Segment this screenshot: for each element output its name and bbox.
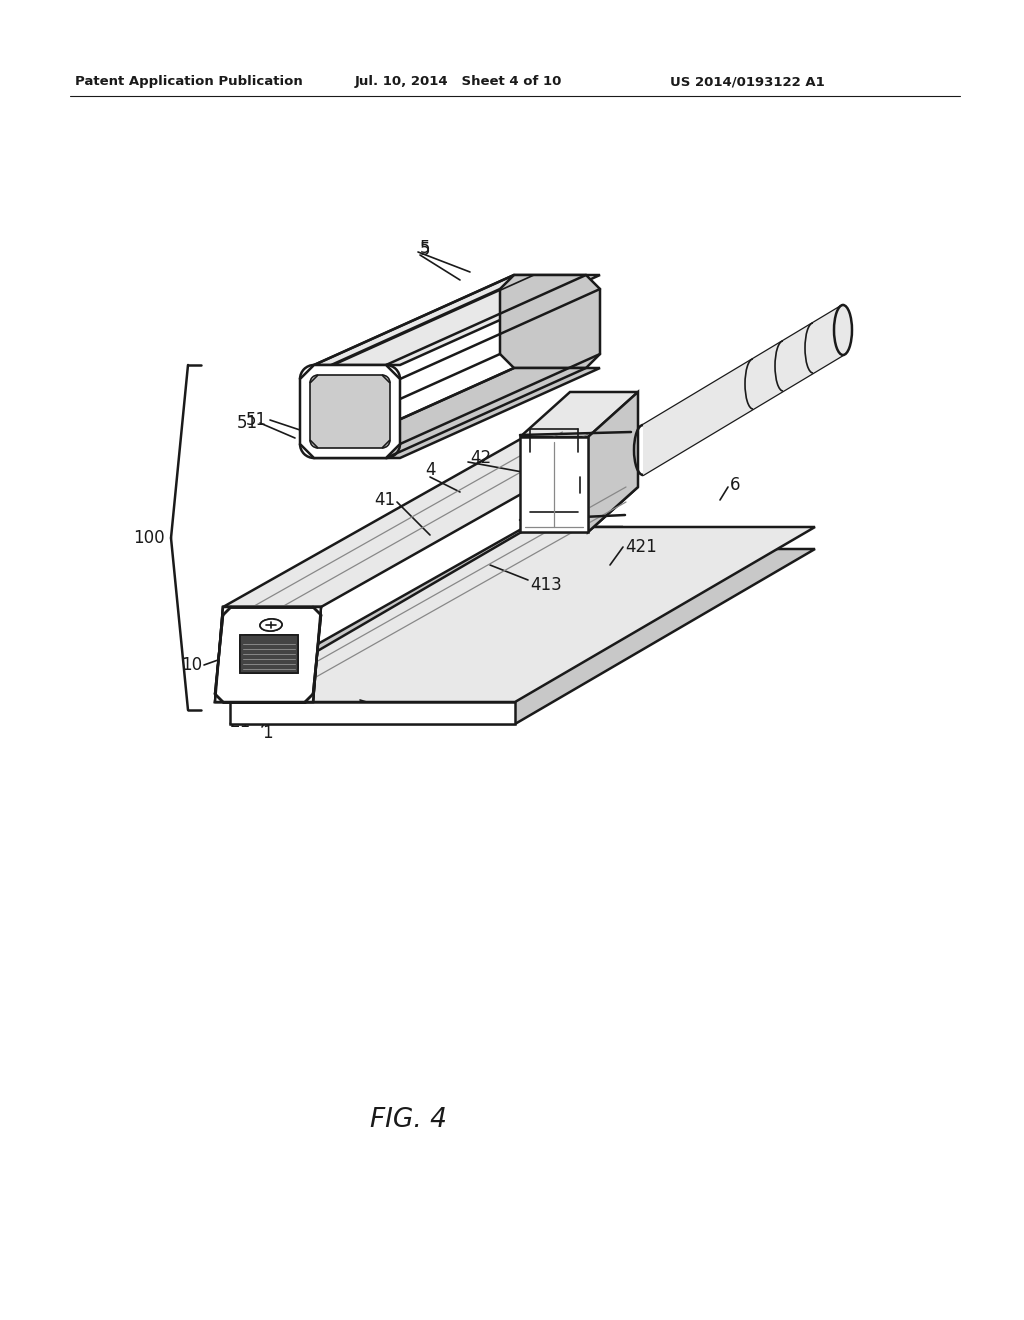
Polygon shape (520, 487, 638, 532)
Polygon shape (310, 375, 390, 447)
Text: 10: 10 (181, 656, 202, 675)
Text: 5: 5 (420, 242, 430, 259)
Text: 100: 100 (133, 529, 165, 546)
Polygon shape (215, 527, 623, 702)
Polygon shape (230, 549, 815, 723)
Text: 41: 41 (374, 491, 395, 510)
Text: US 2014/0193122 A1: US 2014/0193122 A1 (670, 75, 824, 88)
Text: 51: 51 (246, 411, 267, 429)
Polygon shape (215, 607, 321, 702)
Ellipse shape (260, 619, 282, 631)
Text: 6: 6 (730, 477, 740, 494)
Text: 51: 51 (237, 414, 258, 432)
Text: 52: 52 (385, 704, 407, 722)
Ellipse shape (260, 619, 282, 631)
Polygon shape (643, 305, 843, 475)
Polygon shape (300, 366, 400, 458)
Polygon shape (520, 392, 638, 437)
Polygon shape (215, 607, 321, 702)
Text: 5: 5 (420, 239, 430, 257)
Polygon shape (240, 635, 298, 673)
Polygon shape (240, 635, 298, 673)
Ellipse shape (834, 305, 852, 355)
Text: 4: 4 (425, 461, 435, 479)
Polygon shape (215, 607, 321, 702)
Text: 421: 421 (625, 539, 656, 556)
Polygon shape (500, 275, 600, 368)
Polygon shape (223, 432, 631, 607)
Polygon shape (230, 527, 815, 702)
Polygon shape (314, 368, 600, 458)
Text: 413: 413 (530, 576, 562, 594)
Text: FIG. 4: FIG. 4 (370, 1107, 446, 1133)
Polygon shape (520, 437, 588, 532)
Text: 21: 21 (229, 713, 251, 731)
Text: 1: 1 (262, 723, 272, 742)
Text: 42: 42 (470, 449, 492, 467)
Text: Patent Application Publication: Patent Application Publication (75, 75, 303, 88)
Polygon shape (588, 392, 638, 532)
Polygon shape (314, 275, 600, 366)
Text: Jul. 10, 2014   Sheet 4 of 10: Jul. 10, 2014 Sheet 4 of 10 (355, 75, 562, 88)
Polygon shape (230, 702, 515, 723)
